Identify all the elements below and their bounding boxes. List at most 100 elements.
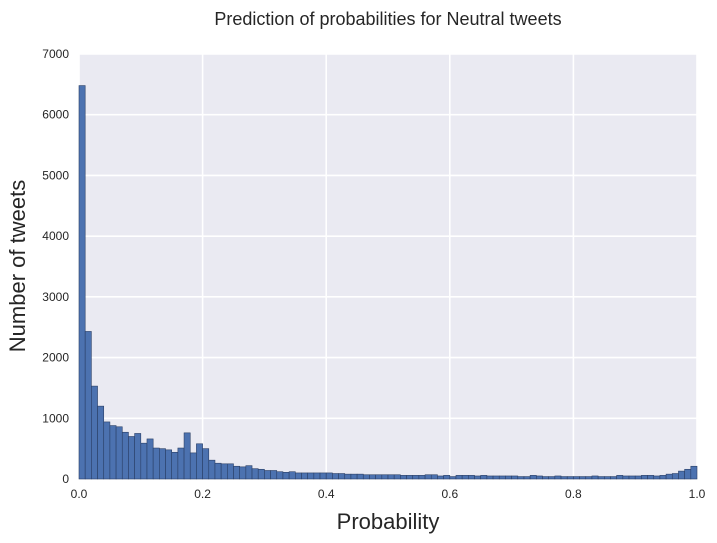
histogram-bar (381, 474, 389, 480)
histogram-bar (548, 476, 556, 480)
histogram-bar (622, 475, 630, 480)
y-axis-label: Number of tweets (5, 180, 30, 352)
histogram-bar (171, 451, 179, 480)
histogram-bar (369, 474, 376, 480)
histogram-bar (529, 475, 537, 480)
histogram-bar (536, 475, 543, 480)
histogram-bar (362, 474, 370, 480)
histogram-bar (183, 432, 191, 480)
y-tick-label: 6000 (42, 108, 69, 122)
histogram-bar (109, 425, 117, 480)
histogram-bar (214, 462, 222, 480)
histogram-bar (264, 470, 271, 480)
histogram-bar (121, 431, 129, 480)
plot-area (79, 54, 697, 479)
histogram-bar (461, 475, 469, 480)
histogram-bar (177, 447, 185, 480)
histogram-bar (276, 471, 284, 480)
histogram-bar (159, 448, 166, 480)
histogram-bar (566, 476, 574, 480)
histogram-bar (350, 473, 358, 480)
chart-title: Prediction of probabilities for Neutral … (214, 9, 561, 29)
histogram-bar (671, 473, 679, 480)
x-tick-label: 0.0 (71, 487, 88, 501)
histogram-bar (332, 473, 339, 480)
histogram-bar (97, 405, 105, 480)
histogram-bar (591, 475, 599, 480)
histogram-bar (412, 475, 420, 480)
histogram-bar (554, 475, 562, 480)
y-tick-label: 7000 (42, 47, 69, 61)
histogram-bar (325, 472, 333, 480)
histogram-bar (208, 459, 216, 480)
histogram-bar (498, 475, 506, 480)
histogram-bar (146, 438, 154, 480)
histogram-bar (684, 468, 692, 480)
histogram-bar (78, 85, 86, 480)
histogram-bar (189, 452, 197, 480)
histogram-bar (270, 470, 278, 480)
x-axis-ticks: 0.0 0.2 0.4 0.6 0.8 1.0 (71, 487, 706, 501)
histogram-bar (418, 475, 426, 480)
histogram-bar (597, 476, 605, 480)
y-tick-label: 4000 (42, 229, 69, 243)
histogram-bar (301, 472, 308, 480)
histogram-bar (196, 443, 203, 480)
histogram-bar (486, 475, 494, 480)
histogram-bar (313, 472, 321, 480)
histogram-bar (517, 476, 525, 480)
histogram-bar (634, 475, 642, 480)
histogram-bar (288, 471, 296, 480)
histogram-bar (610, 476, 617, 480)
histogram-bar (387, 474, 395, 480)
x-tick-label: 0.6 (441, 487, 458, 501)
x-tick-label: 0.2 (194, 487, 211, 501)
histogram-bar (678, 470, 685, 480)
histogram-bar (140, 442, 148, 480)
y-axis-ticks: 0 1000 2000 3000 4000 5000 6000 7000 (42, 47, 69, 486)
histogram-bar (91, 385, 98, 480)
histogram-bar (480, 475, 488, 480)
histogram-bar (659, 475, 667, 480)
histogram-bar (455, 475, 463, 480)
histogram-bar (443, 475, 451, 480)
x-tick-label: 1.0 (689, 487, 706, 501)
histogram-bar (375, 474, 383, 480)
histogram-bar (233, 465, 240, 480)
histogram-bar (282, 472, 290, 480)
histogram-bar (665, 473, 673, 480)
histogram-bar (356, 473, 364, 480)
histogram-bar (134, 433, 142, 480)
histogram-bar (294, 472, 302, 480)
histogram-bar (560, 476, 568, 480)
histogram-bar (152, 447, 160, 480)
y-tick-label: 0 (62, 472, 69, 486)
histogram-bars (78, 85, 698, 480)
histogram-bar (257, 468, 265, 480)
histogram-bar (245, 465, 253, 480)
histogram-bar (573, 476, 580, 480)
histogram-bar (647, 475, 655, 480)
histogram-bar (115, 426, 123, 480)
x-axis-label: Probability (337, 509, 440, 534)
histogram-bar (103, 421, 111, 480)
histogram-bar (585, 476, 593, 480)
histogram-bar (430, 474, 438, 480)
histogram-bar (239, 466, 247, 480)
histogram-bar (393, 474, 401, 480)
histogram-bar (165, 449, 173, 480)
histogram-bar (227, 463, 234, 480)
histogram-bar (492, 475, 500, 480)
histogram-bar (338, 473, 346, 480)
histogram-bar (468, 475, 475, 480)
histogram-bar (406, 475, 414, 480)
histogram-bar (307, 472, 315, 480)
y-tick-label: 2000 (42, 351, 69, 365)
histogram-bar (437, 475, 444, 480)
histogram-bar (474, 475, 481, 480)
histogram-bar (653, 475, 661, 480)
y-tick-label: 5000 (42, 168, 69, 182)
histogram-bar (579, 476, 587, 480)
histogram-bar (690, 465, 698, 480)
